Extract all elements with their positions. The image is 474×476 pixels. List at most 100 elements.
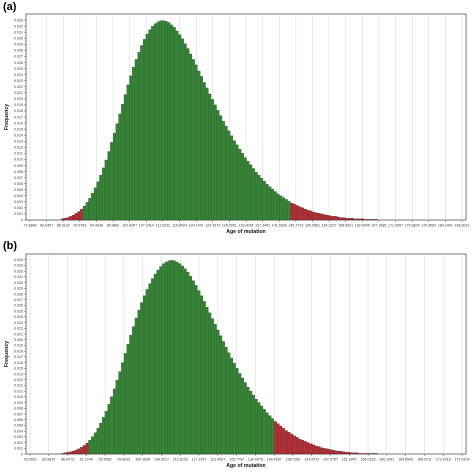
histogram-bar [271, 418, 274, 455]
y-tick-label: 0.004 [14, 194, 23, 198]
histogram-bar [82, 205, 86, 221]
x-tick-label: 99.8616 [117, 458, 130, 462]
histogram-bar [134, 59, 138, 221]
histogram-bar [110, 396, 113, 455]
y-tick-label: 0.012 [14, 384, 23, 388]
histogram-bar [80, 208, 83, 221]
histogram-bar [276, 423, 280, 455]
y-tick-label: 0.029 [14, 287, 23, 291]
histogram-bar [203, 82, 206, 221]
histogram-bar [331, 449, 335, 455]
histogram-bar [175, 261, 179, 455]
x-tick-label: 134.4187 [267, 458, 282, 462]
histogram-bar [110, 142, 113, 221]
histogram-bar [260, 405, 264, 455]
histogram-bar [104, 159, 108, 221]
y-tick-label: 0.023 [14, 79, 23, 83]
histogram-bar [290, 202, 294, 221]
histogram-bar [167, 22, 171, 221]
histogram-bar [63, 218, 67, 221]
y-tick-label: 0.018 [14, 109, 23, 113]
histogram-bar [197, 290, 201, 455]
histogram-bar [69, 216, 72, 221]
histogram-bar [334, 216, 337, 221]
y-tick-label: 0.033 [14, 18, 23, 22]
histogram-bar [222, 121, 225, 221]
x-tick-label: 111.6232 [156, 224, 170, 228]
y-tick-label: 0.009 [14, 401, 23, 405]
histogram-bar [265, 412, 269, 455]
x-tick-label: 173.2916 [436, 458, 451, 462]
histogram-bar [214, 324, 217, 455]
histogram-bar [246, 387, 250, 455]
histogram-bar [366, 453, 370, 455]
histogram-bar [208, 312, 212, 455]
histogram-bar [249, 164, 253, 221]
y-tick-label: 0.034 [14, 258, 23, 262]
x-tick-label: 112.8218 [173, 458, 188, 462]
histogram-bar [309, 210, 313, 221]
histogram-bar [88, 198, 92, 221]
x-tick-label: 150.0561 [305, 224, 320, 228]
histogram-bar [315, 445, 318, 455]
histogram-bar [99, 423, 102, 455]
histogram-bar [219, 115, 223, 221]
histogram-bar [162, 20, 165, 221]
x-tick-label: 94.4938 [90, 224, 103, 228]
histogram-bar [145, 289, 149, 455]
x-axis-label: Age of mutation [226, 463, 265, 469]
histogram-bar [189, 53, 193, 221]
y-tick-label: 0.002 [14, 206, 23, 210]
histogram-bar [331, 216, 335, 221]
y-tick-label: 0.008 [14, 407, 23, 411]
histogram-bar [244, 382, 247, 455]
histogram-bar [175, 30, 179, 221]
histogram-bar [358, 453, 362, 455]
histogram-bar [285, 430, 288, 455]
histogram-bar [254, 399, 258, 455]
histogram-bar [298, 206, 302, 221]
histogram-bar [227, 352, 231, 455]
panel-label-a: (a) [3, 1, 17, 13]
histogram-bar [339, 217, 343, 221]
histogram-bar [282, 197, 285, 221]
histogram-bar [153, 23, 157, 221]
y-tick-label: 0.026 [14, 61, 23, 65]
x-tick-label: 167.1685 [371, 224, 386, 228]
histogram-bar [200, 76, 203, 221]
histogram-bar [178, 263, 182, 455]
histogram-bar [336, 216, 340, 221]
histogram-bar [276, 193, 280, 221]
histogram-bar [66, 217, 70, 221]
x-tick-label: 158.5931 [338, 224, 353, 228]
histogram-bar [369, 453, 373, 455]
histogram-bar [361, 453, 365, 455]
histogram-bar [301, 207, 305, 221]
histogram-bar [260, 178, 264, 221]
histogram-bar [77, 448, 81, 455]
x-tick-label: 143.0572 [304, 458, 319, 462]
x-tick-label: 137.3491 [255, 224, 270, 228]
histogram-bar [356, 452, 359, 455]
histogram-bar [235, 144, 239, 221]
x-tick-label: 177.6109 [455, 458, 470, 462]
y-tick-label: 0.016 [14, 121, 23, 125]
panel-label-b: (b) [3, 240, 18, 252]
histogram-bar [222, 341, 225, 455]
y-tick-label: 0.027 [14, 298, 23, 302]
x-tick-label: 168.9711 [417, 458, 432, 462]
histogram-bar [93, 187, 97, 221]
y-tick-label: 0.020 [14, 97, 23, 101]
y-tick-label: 0.001 [14, 212, 23, 216]
histogram-bar [336, 451, 340, 455]
histogram-bar [282, 428, 285, 455]
histogram-bar [167, 260, 171, 455]
histogram-bar [123, 353, 127, 455]
x-tick-label: 108.5017 [154, 458, 169, 462]
x-tick-label: 98.9881 [107, 224, 120, 228]
y-tick-label: 0.023 [14, 321, 23, 325]
histogram-bar [323, 448, 326, 455]
histogram-bar [134, 317, 138, 455]
histogram-bar [123, 94, 127, 221]
histogram-bar [244, 157, 247, 221]
